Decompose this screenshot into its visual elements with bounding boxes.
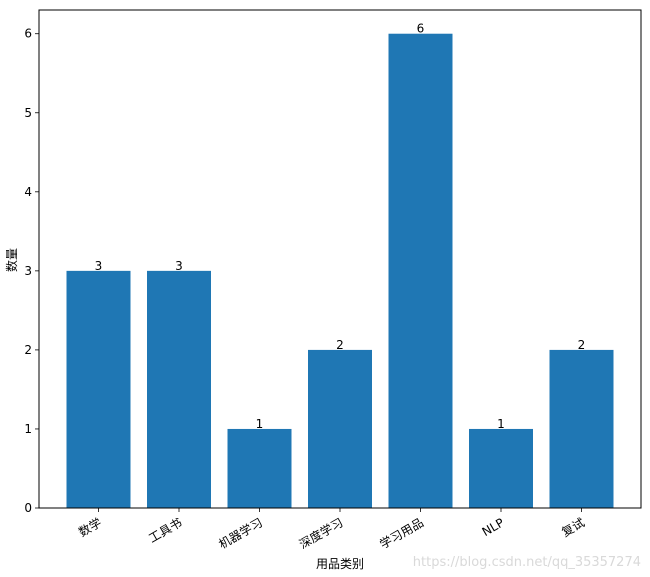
x-tick-label: 数学 xyxy=(76,515,104,540)
data-label: 3 xyxy=(175,259,183,273)
x-tick-label: 复试 xyxy=(559,515,587,540)
x-tick-label: 深度学习 xyxy=(296,515,345,552)
bar xyxy=(227,428,292,508)
data-label: 3 xyxy=(95,259,103,273)
x-tick-label: NLP xyxy=(480,515,507,539)
plot-area: 3 数学 3 工具书 1 机器学习 2 深度学习 6 学习用品 1 NLP 2 复试 0 1 2 3 4 5 6 xyxy=(24,9,642,552)
y-axis-label: 数量 xyxy=(4,248,19,272)
y-tick-label: 3 xyxy=(24,264,32,278)
data-label: 1 xyxy=(497,417,505,431)
x-tick-label: 工具书 xyxy=(146,515,184,545)
y-tick-label: 1 xyxy=(24,422,32,436)
bar xyxy=(147,270,211,508)
y-tick-label: 4 xyxy=(24,185,32,199)
data-label: 2 xyxy=(578,338,586,352)
data-label: 2 xyxy=(336,338,344,352)
data-label: 1 xyxy=(256,417,264,431)
x-tick-label: 学习用品 xyxy=(377,515,426,552)
bar xyxy=(549,349,614,508)
bar xyxy=(308,349,372,508)
x-tick-label: 机器学习 xyxy=(216,515,265,552)
bar xyxy=(66,270,131,508)
y-tick-label: 5 xyxy=(24,106,32,120)
x-axis-label: 用品类别 xyxy=(316,557,364,571)
plot-frame xyxy=(38,9,642,509)
y-tick-label: 2 xyxy=(24,343,32,357)
bar xyxy=(388,33,453,508)
data-label: 6 xyxy=(417,22,425,36)
y-tick-label: 6 xyxy=(24,27,32,41)
y-tick-label: 0 xyxy=(24,501,32,515)
bar xyxy=(469,428,533,508)
watermark: https://blog.csdn.net/qq_35357274 xyxy=(413,555,641,570)
